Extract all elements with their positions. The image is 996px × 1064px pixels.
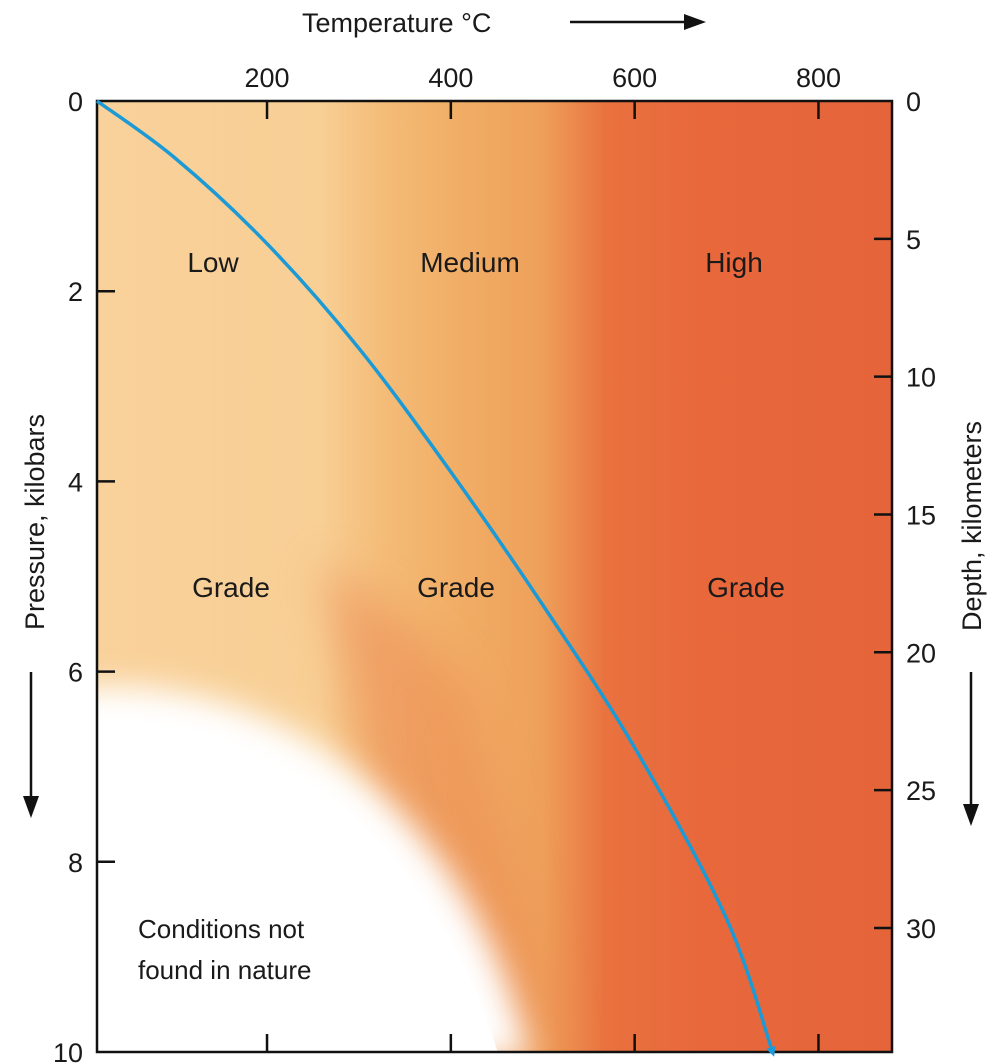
top-tick-label-600: 600 xyxy=(612,63,657,93)
left-tick-label-0: 0 xyxy=(68,87,83,117)
medium-label: Medium xyxy=(420,247,520,278)
top-tick-label-400: 400 xyxy=(428,63,473,93)
right-axis-ticks: 0 5 10 15 20 25 30 xyxy=(874,87,936,944)
depth-axis-title: Depth, kilometers xyxy=(957,421,987,631)
no-nature-label-line2: found in nature xyxy=(138,955,311,985)
right-tick-label-10: 10 xyxy=(906,363,936,393)
top-tick-label-800: 800 xyxy=(796,63,841,93)
low-grade-label: Grade xyxy=(192,572,270,603)
left-tick-label-2: 2 xyxy=(68,277,83,307)
left-axis-ticks: 0 2 4 6 8 10 xyxy=(53,87,115,1064)
temperature-arrow xyxy=(570,14,706,30)
left-tick-label-10: 10 xyxy=(53,1038,83,1064)
right-tick-label-20: 20 xyxy=(906,638,936,668)
medium-grade-label: Grade xyxy=(417,572,495,603)
no-nature-label-line1: Conditions not xyxy=(138,914,305,944)
pressure-arrow xyxy=(23,672,39,818)
right-tick-label-25: 25 xyxy=(906,776,936,806)
left-tick-label-4: 4 xyxy=(68,467,83,497)
right-tick-label-5: 5 xyxy=(906,225,921,255)
no-nature-region-core xyxy=(97,717,498,1052)
left-tick-label-8: 8 xyxy=(68,848,83,878)
top-tick-label-200: 200 xyxy=(244,63,289,93)
left-tick-label-6: 6 xyxy=(68,658,83,688)
high-grade-label: Grade xyxy=(707,572,785,603)
right-tick-label-30: 30 xyxy=(906,914,936,944)
low-label: Low xyxy=(187,247,239,278)
high-label: High xyxy=(705,247,763,278)
deep-transition-wash xyxy=(320,560,560,1052)
geotherm-line xyxy=(95,99,776,1057)
temperature-axis-title: Temperature °C xyxy=(302,8,491,38)
bottom-axis-ticks xyxy=(265,1034,820,1052)
top-axis-ticks: 200 400 600 800 xyxy=(244,63,841,119)
depth-arrow xyxy=(963,672,979,826)
right-tick-label-0: 0 xyxy=(906,87,921,117)
pressure-axis-title: Pressure, kilobars xyxy=(20,414,50,630)
right-tick-label-15: 15 xyxy=(906,500,936,530)
plot-frame xyxy=(95,99,894,1054)
plot-area xyxy=(97,101,892,1052)
